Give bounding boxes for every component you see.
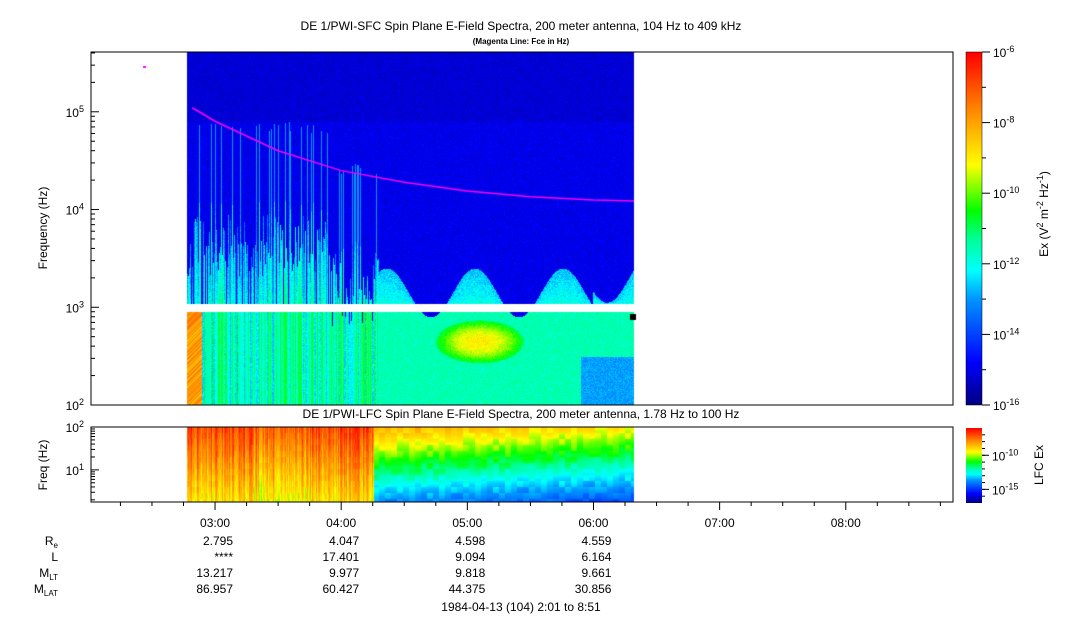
x-tick-label: 03:00: [200, 516, 230, 530]
lfc-y-axis-label: Freq (Hz): [36, 440, 50, 491]
x-tick-label: 07:00: [705, 516, 735, 530]
lfc-colorbar: [966, 428, 982, 503]
sfc-colorbar-tick-label: 10-16: [993, 397, 1019, 413]
ephemeris-row-label: L: [51, 550, 58, 564]
lfc-colorbar-label: LFC Ex: [1032, 445, 1046, 485]
ephemeris-value: 9.977: [329, 566, 359, 580]
x-tick-label: 04:00: [326, 516, 356, 530]
ephemeris-value: 30.856: [575, 582, 612, 596]
x-tick-label: 06:00: [578, 516, 608, 530]
date-range: 1984-04-13 (104) 2:01 to 8:51: [441, 600, 601, 614]
x-tick-label: 05:00: [452, 516, 482, 530]
ephemeris-value: ****: [214, 550, 233, 564]
ephemeris-value: 17.401: [322, 550, 359, 564]
lfc-y-tick-label: 102: [66, 419, 84, 435]
sfc-colorbar-frame: [965, 51, 983, 406]
sfc-y-tick-label: 102: [66, 397, 84, 413]
sfc-colorbar-tick-label: 10-10: [993, 185, 1019, 201]
lfc-y-tick-label: 101: [66, 462, 84, 478]
sfc-subtitle: (Magenta Line: Fce in Hz): [473, 37, 570, 46]
sfc-y-tick-label: 105: [66, 104, 84, 120]
sfc-colorbar-tick-label: 10-8: [993, 115, 1014, 131]
sfc-colorbar-tick-label: 10-14: [993, 326, 1019, 342]
sfc-y-tick-label: 104: [66, 202, 84, 218]
ephemeris-value: 9.661: [581, 566, 611, 580]
sfc-frame: [90, 51, 954, 406]
x-tick-label: 08:00: [831, 516, 861, 530]
ephemeris-value: 6.164: [581, 550, 611, 564]
ephemeris-value: 4.047: [329, 534, 359, 548]
ephemeris-value: 4.559: [581, 534, 611, 548]
lfc-colorbar-tick-label: 10-15: [992, 481, 1018, 497]
ephemeris-row-label: MLT: [39, 566, 58, 582]
ephemeris-value: 86.957: [196, 582, 233, 596]
sfc-colorbar-label: Ex (V2 m-2 Hz-1): [1035, 171, 1051, 257]
ephemeris-value: 9.094: [455, 550, 485, 564]
sfc-title: DE 1/PWI-SFC Spin Plane E-Field Spectra,…: [301, 19, 742, 33]
sfc-spectrogram: [91, 52, 953, 405]
ephemeris-value: 13.217: [196, 566, 233, 580]
lfc-spectrogram: [91, 427, 953, 502]
sfc-colorbar-tick-label: 10-12: [993, 256, 1019, 272]
lfc-frame: [90, 426, 954, 503]
ephemeris-row-label: Re: [45, 534, 59, 550]
ephemeris-value: 4.598: [455, 534, 485, 548]
ephemeris-value: 2.795: [203, 534, 233, 548]
sfc-colorbar: [966, 52, 982, 405]
ephemeris-row-label: MLAT: [34, 582, 58, 598]
ephemeris-value: 9.818: [455, 566, 485, 580]
sfc-colorbar-label-text: Ex (V2 m-2 Hz-1): [1035, 171, 1051, 257]
sfc-y-tick-label: 103: [66, 299, 84, 315]
lfc-title: DE 1/PWI-LFC Spin Plane E-Field Spectra,…: [303, 407, 740, 421]
lfc-colorbar-tick-label: 10-10: [992, 447, 1018, 463]
ephemeris-value: 60.427: [322, 582, 359, 596]
ephemeris-value: 44.375: [449, 582, 486, 596]
sfc-y-axis-label: Frequency (Hz): [36, 187, 50, 270]
sfc-colorbar-tick-label: 10-6: [993, 44, 1014, 60]
